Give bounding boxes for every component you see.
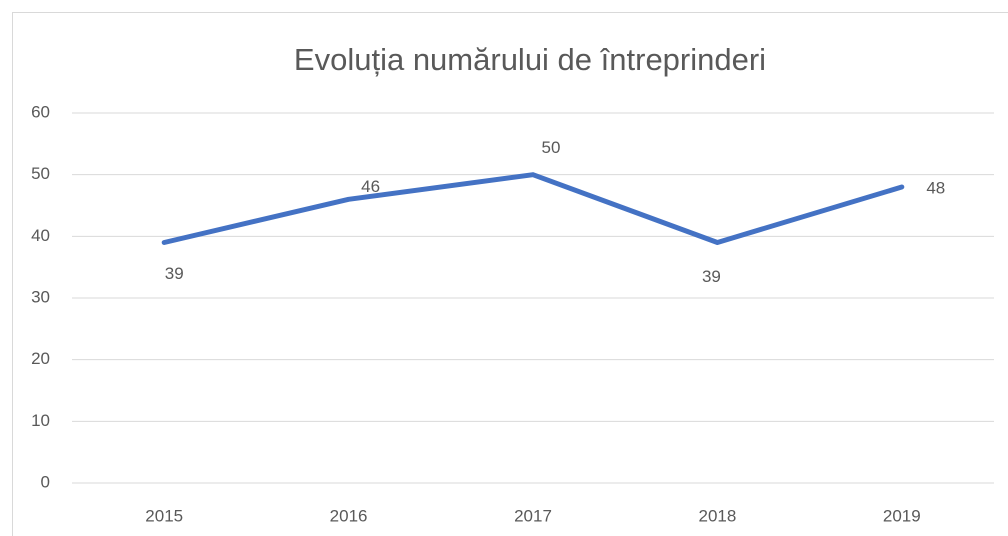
y-tick-label: 20: [31, 349, 50, 368]
x-tick-label: 2017: [514, 506, 552, 525]
y-tick-label: 0: [41, 472, 50, 491]
data-label: 39: [165, 264, 184, 283]
y-tick-label: 30: [31, 287, 50, 306]
chart-border: [12, 12, 1008, 536]
x-tick-label: 2015: [145, 506, 183, 525]
y-tick-label: 40: [31, 226, 50, 245]
data-label: 50: [542, 138, 561, 157]
data-label: 46: [361, 177, 380, 196]
series-line: [161, 172, 905, 245]
data-label: 39: [702, 267, 721, 286]
chart-title: Evoluția numărului de întreprinderi: [294, 42, 766, 77]
x-tick-label: 2016: [330, 506, 368, 525]
x-tick-label: 2018: [698, 506, 736, 525]
y-tick-label: 10: [31, 411, 50, 430]
y-tick-label: 50: [31, 164, 50, 183]
y-tick-label: 60: [31, 102, 50, 121]
x-tick-label: 2019: [883, 506, 921, 525]
data-label: 48: [926, 178, 945, 197]
